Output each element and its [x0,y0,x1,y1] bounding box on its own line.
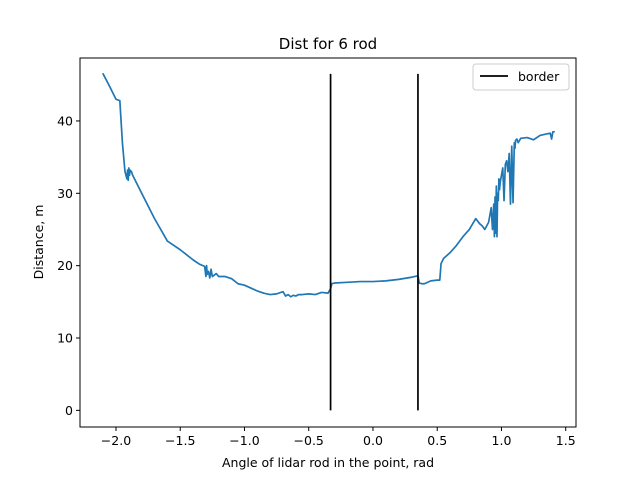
x-tick-label: 1.5 [556,433,576,448]
x-tick-label: −1.5 [165,433,195,448]
chart-title: Dist for 6 rod [279,35,377,53]
x-tick-label: 0.0 [363,433,383,448]
y-tick-label: 40 [57,113,73,128]
legend-label-border: border [518,69,560,84]
y-axis-label: Distance, m [31,205,46,280]
y-tick-label: 20 [57,258,73,273]
axes-frame [79,57,577,428]
legend: border [472,63,570,91]
plot-area [102,73,556,411]
y-axis-ticks: 0 10 20 30 40 [57,113,80,418]
y-tick-label: 0 [65,403,73,418]
y-tick-label: 30 [57,186,73,201]
x-tick-label: −0.5 [294,433,324,448]
x-axis-ticks: −2.0 −1.5 −1.0 −0.5 0.0 0.5 1.0 1.5 [101,427,576,448]
x-axis-label: Angle of lidar rod in the point, rad [222,455,434,470]
x-tick-label: 0.5 [427,433,447,448]
legend-frame [472,63,570,91]
x-tick-label: −2.0 [101,433,131,448]
distance-series-line [102,73,556,298]
x-tick-label: 1.0 [492,433,512,448]
y-tick-label: 10 [57,331,73,346]
x-tick-label: −1.0 [229,433,259,448]
